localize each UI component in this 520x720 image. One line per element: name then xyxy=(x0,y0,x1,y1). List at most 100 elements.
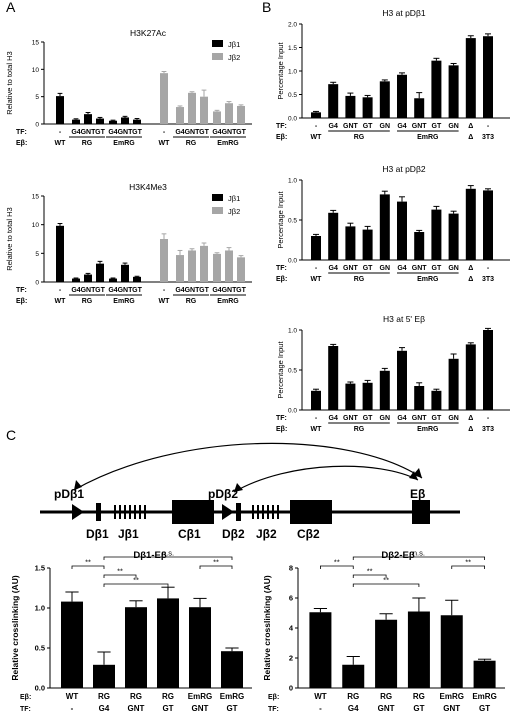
significance-label: ** xyxy=(117,567,123,576)
tf-label: GNT xyxy=(412,415,428,422)
label-cb1: Cβ1 xyxy=(178,527,201,541)
tf-label: GT xyxy=(413,704,424,713)
tf-label: GNT xyxy=(81,287,97,294)
significance-bracket xyxy=(352,574,387,578)
tf-label: GNT xyxy=(412,265,428,272)
significance-label: ** xyxy=(383,576,389,585)
bar xyxy=(483,36,493,118)
tf-label: GT xyxy=(432,123,442,130)
significance-bracket xyxy=(199,565,233,569)
bar xyxy=(345,226,356,260)
significance-bracket xyxy=(103,556,233,560)
chart-title: H3 at pDβ2 xyxy=(382,164,425,174)
y-tick-label: 0 xyxy=(35,280,39,287)
tf-label: GT xyxy=(363,265,373,272)
eb-group-label: EmRG xyxy=(417,276,439,283)
bar xyxy=(61,601,83,688)
tf-label: G4 xyxy=(71,129,80,136)
tf-row-label: TF: xyxy=(20,706,31,713)
legend-swatch xyxy=(212,40,223,47)
y-tick-label: 5 xyxy=(35,251,39,258)
label-jb1: Jβ1 xyxy=(118,527,139,541)
y-tick-label: 0.0 xyxy=(35,684,45,693)
significance-bracket xyxy=(103,583,169,587)
tf-label: - xyxy=(59,129,62,136)
eb-group-label: EmRG xyxy=(217,298,239,305)
eb-group-label: RG xyxy=(186,140,197,147)
bar xyxy=(465,38,476,118)
bar xyxy=(311,390,321,410)
interaction-arc-db1-eb xyxy=(73,442,423,491)
eb-group-label: EmRG xyxy=(113,298,135,305)
eb-label: RG xyxy=(380,692,392,701)
db2-segment xyxy=(236,503,241,521)
bar xyxy=(362,229,373,260)
y-tick-label: 0.5 xyxy=(288,92,297,99)
tf-label: G4 xyxy=(99,704,110,713)
tf-label: - xyxy=(315,123,318,130)
y-tick-label: 0.5 xyxy=(35,644,45,653)
eb-row-label: Eβ: xyxy=(16,298,27,305)
eb-group-label: WT xyxy=(159,298,171,305)
tf-label: GNT xyxy=(118,129,134,136)
tf-row-label: TF: xyxy=(276,265,287,272)
panel-label-b: B xyxy=(262,0,271,15)
y-tick-label: 6 xyxy=(289,594,293,603)
bar xyxy=(397,201,407,260)
eb-label: RG xyxy=(162,692,174,701)
tf-label: - xyxy=(315,265,318,272)
bar xyxy=(96,118,104,124)
y-tick-label: 0 xyxy=(289,684,293,693)
bar xyxy=(397,350,407,410)
significance-label: n.s. xyxy=(413,549,425,558)
y-tick-label: 1.0 xyxy=(288,69,297,76)
eb-label: EmRG xyxy=(220,692,244,701)
legend-swatch xyxy=(212,194,223,201)
tf-label: Δ xyxy=(468,415,473,422)
bar xyxy=(176,107,184,124)
significance-bracket xyxy=(352,583,420,587)
chart-db2-eb-crosslinking: 0 2 4 6 8 Relative crosslinking (AU) Dβ2-Eβ ** *… xyxy=(262,549,505,713)
y-tick-label: 2.0 xyxy=(288,22,297,29)
label-cb2: Cβ2 xyxy=(297,527,320,541)
bar xyxy=(379,370,390,410)
bar xyxy=(84,114,92,124)
cb2-segment xyxy=(290,500,332,524)
tf-label: GN xyxy=(448,415,459,422)
y-tick-label: 1.5 xyxy=(35,564,45,573)
eb-label: EmRG xyxy=(472,692,496,701)
eb-group-label: RG xyxy=(354,426,365,433)
eb-label: RG xyxy=(413,692,425,701)
bar xyxy=(133,276,141,282)
tf-label: G4 xyxy=(175,287,184,294)
bar xyxy=(414,232,425,260)
tf-label: G4 xyxy=(348,704,359,713)
eb-row-label: Eβ: xyxy=(276,426,287,433)
pdb1-promoter-arrow xyxy=(72,504,84,520)
eb-group-label: 3T3 xyxy=(482,276,494,283)
eb-group-label: WT xyxy=(55,298,67,305)
legend-swatch xyxy=(212,207,223,214)
tf-label: GT xyxy=(132,129,142,136)
tf-label: GNT xyxy=(185,287,201,294)
bar xyxy=(125,607,147,688)
eb-label: WT xyxy=(314,692,327,701)
bar xyxy=(397,74,407,118)
eb-row-label: Eβ: xyxy=(16,140,27,147)
eb-label: RG xyxy=(98,692,110,701)
arc-arrowhead xyxy=(234,483,243,492)
bar xyxy=(160,239,168,282)
tf-row-label: TF: xyxy=(276,123,287,130)
tf-label: GT xyxy=(95,287,105,294)
eb-group-label: RG xyxy=(82,298,93,305)
tf-label: GNT xyxy=(443,704,460,713)
bar xyxy=(200,245,208,282)
legend-label: Jβ2 xyxy=(228,207,240,216)
y-tick-label: 15 xyxy=(32,40,40,47)
eb-group-label: WT xyxy=(159,140,171,147)
db1-segment xyxy=(96,503,101,521)
jb2-segments xyxy=(252,505,279,519)
interaction-arc-db2-eb xyxy=(233,465,419,493)
tf-label: GNT xyxy=(222,287,238,294)
significance-label: n.s. xyxy=(162,549,174,558)
